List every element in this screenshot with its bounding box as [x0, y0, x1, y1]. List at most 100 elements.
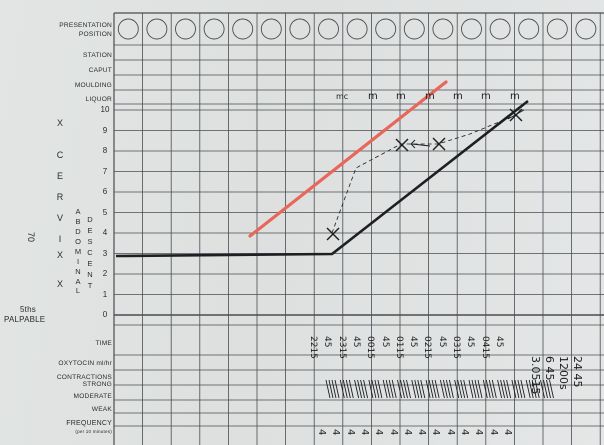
frequency-entry: 4: [330, 429, 342, 436]
contraction-hatch: [477, 379, 483, 399]
contraction-hatch: [445, 379, 451, 399]
dilation-scale-number: 0: [102, 310, 108, 319]
contraction-hatch: [448, 379, 454, 399]
cervix-letter-c: C: [56, 150, 64, 160]
time-entry: 2315: [336, 336, 347, 359]
contraction-hatch: [354, 379, 360, 399]
label-presentation: PRESENTATION: [59, 22, 112, 29]
arrow-mark: [410, 139, 431, 149]
descent-letter: E: [87, 259, 93, 268]
liquor-mark: m: [481, 91, 491, 102]
contraction-hatch: [406, 379, 411, 399]
time-entry: 45: [379, 336, 390, 348]
contraction-hatch: [357, 379, 363, 399]
label-weak: WEAK: [91, 406, 112, 413]
contraction-hatch: [514, 379, 520, 399]
label-contractions: CONTRACTIONS: [56, 374, 112, 381]
presentation-circle: [489, 18, 511, 40]
frequency-entry: 4: [401, 429, 413, 436]
liquor-mark: m: [396, 91, 406, 102]
dilation-scale-number: 1: [102, 289, 108, 299]
presentation-circle: [546, 18, 568, 40]
frequency-entry: 4: [373, 429, 385, 436]
dilation-scale-number: 7: [102, 166, 108, 176]
label-palpable: PALPABLE: [4, 315, 46, 324]
abdominal-letter: B: [75, 217, 81, 226]
contraction-hatch: [391, 379, 397, 399]
contraction-hatch: [434, 379, 440, 399]
presentation-circle: [432, 18, 454, 40]
frequency-entry: 4: [430, 429, 442, 436]
contraction-hatch: [457, 379, 463, 399]
dilation-scale-number: 6: [102, 187, 108, 196]
label-moulding: MOULDING: [74, 82, 112, 89]
contraction-hatch: [503, 379, 509, 399]
contraction-hatch: [363, 379, 369, 399]
contraction-hatch: [414, 379, 420, 399]
presentation-circle: [346, 18, 368, 40]
label-station: STATION: [83, 52, 112, 59]
label-frequency-sub: (per 10 minutes): [75, 429, 112, 434]
contraction-hatch: [431, 379, 437, 399]
presentation-circle: [518, 18, 540, 40]
liquor-mark: m: [453, 91, 463, 102]
liquor-mark: m: [425, 91, 435, 102]
descent-letter: C: [87, 248, 93, 257]
abdominal-letter: O: [75, 237, 81, 246]
contraction-hatch: [460, 379, 466, 399]
label-caput: CAPUT: [88, 67, 112, 74]
abdominal-letter: A: [75, 207, 81, 216]
descent-letter: S: [87, 237, 93, 246]
presentation-circle: [117, 18, 139, 40]
dilation-trace: [331, 114, 517, 234]
cervix-top-marker: X: [56, 118, 63, 128]
liquor-mark: mc: [336, 92, 349, 101]
abdominal-letter: M: [74, 247, 82, 256]
contraction-hatch: [374, 379, 380, 399]
contraction-hatch: [388, 379, 394, 399]
contraction-hatch: [339, 379, 345, 399]
abdominal-letter: D: [75, 227, 81, 236]
abdominal-letter: I: [76, 257, 80, 266]
time-entry: 45: [350, 336, 361, 348]
contraction-hatch: [546, 379, 551, 399]
presentation-circle: [575, 18, 597, 40]
time-entry: 0315: [451, 336, 461, 359]
liquor-mark: m: [510, 91, 520, 102]
contraction-hatch: [488, 379, 494, 399]
dilation-scale-number: 9: [102, 125, 108, 135]
contraction-hatch: [334, 379, 340, 399]
label-liquor: LIQUOR: [85, 96, 112, 103]
contraction-hatch: [531, 379, 537, 399]
time-entry: 0415: [479, 336, 490, 359]
label-time: TIME: [95, 340, 112, 347]
frequency-entry: 4: [316, 429, 327, 436]
presentation-circle: [403, 18, 425, 40]
contraction-hatch: [328, 379, 334, 399]
time-entry: 0115: [393, 336, 404, 359]
label-moderate: MODERATE: [73, 393, 112, 400]
dilation-scale-number: 4: [102, 228, 108, 237]
contraction-hatch: [385, 379, 391, 399]
label-oxytocin: OXYTOCIN ml/hr: [58, 360, 112, 367]
contraction-hatch: [417, 379, 423, 399]
dilation-scale-number: 3: [102, 248, 108, 258]
presentation-circle: [260, 18, 282, 40]
presentation-circle: [203, 18, 225, 40]
presentation-circle: [318, 18, 339, 40]
descent-letter: E: [87, 226, 93, 235]
dilation-mark: [395, 138, 409, 152]
contraction-hatch: [439, 379, 445, 399]
contraction-hatch: [377, 379, 383, 399]
time-entry: 45: [408, 336, 419, 348]
time-entry: 6 45: [543, 356, 556, 381]
contraction-hatch: [342, 379, 348, 399]
descent-letter: T: [87, 281, 93, 290]
frequency-entry: 4: [358, 429, 370, 436]
descent-letter: D: [87, 215, 93, 224]
contraction-hatch: [471, 379, 477, 399]
contraction-hatch: [428, 379, 434, 399]
contraction-hatch: [485, 379, 491, 399]
contraction-hatch: [540, 379, 545, 399]
